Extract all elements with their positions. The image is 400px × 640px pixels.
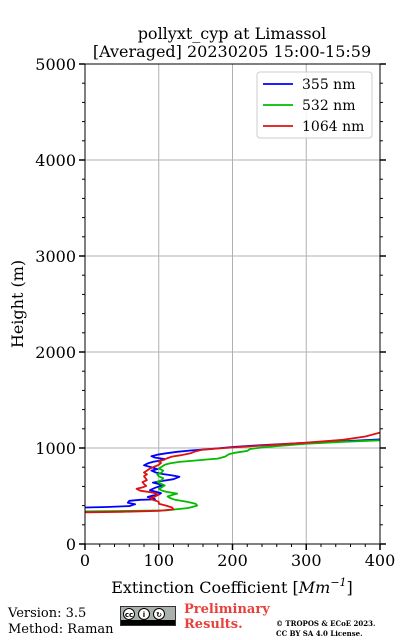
- preliminary-line2: Results.: [184, 617, 243, 632]
- x-axis-label-suffix: ]: [347, 578, 353, 597]
- copyright-line1: © TROPOS & ECoE 2023.: [276, 619, 376, 628]
- legend-label-1064-nm: 1064 nm: [302, 119, 364, 135]
- x-tick-label: 0: [80, 551, 90, 570]
- cc-license-badge: cc i ↻: [120, 606, 176, 626]
- series-lines: [85, 431, 380, 514]
- chart-title-line1: pollyxt_cyp at Limassol: [138, 24, 327, 43]
- legend-frame: [256, 71, 373, 139]
- by-person-icon: i: [138, 608, 150, 620]
- chart-title-line2: [Averaged] 20230205 15:00-15:59: [93, 42, 371, 61]
- x-tick-label: 200: [217, 551, 248, 570]
- legend-items: 355 nm 532 nm 1064 nm: [263, 77, 364, 135]
- y-axis-label: Height (m): [8, 260, 27, 348]
- y-tick-label: 2000: [35, 343, 76, 362]
- x-axis-label-prefix: Extinction Coefficient [: [111, 578, 299, 597]
- y-tick-label: 1000: [35, 439, 76, 458]
- x-tick-label: 300: [291, 551, 322, 570]
- version-text: Version: 3.5: [8, 606, 87, 621]
- cc-badge-icons: cc i ↻: [121, 607, 175, 621]
- method-text: Method: Raman: [8, 622, 114, 637]
- x-tick-label: 100: [143, 551, 174, 570]
- cc-badge-strip: [121, 620, 175, 625]
- legend-label-355-nm: 355 nm: [302, 77, 355, 93]
- x-axis-label-exponent: −1: [330, 576, 346, 589]
- sa-share-alike-icon: ↻: [153, 608, 165, 620]
- copyright-line2: CC BY SA 4.0 License.: [276, 629, 363, 638]
- x-axis-label-unit: Mm: [298, 578, 331, 597]
- preliminary-line1: Preliminary: [184, 602, 270, 617]
- series-line-532-nm: [85, 439, 380, 513]
- x-tick-label: 400: [365, 551, 396, 570]
- series-line-1064-nm: [85, 431, 380, 514]
- copyright-notice: © TROPOS & ECoE 2023. CC BY SA 4.0 Licen…: [276, 619, 375, 639]
- y-tick-label: 0: [66, 535, 76, 554]
- cc-logo-icon: cc: [123, 608, 135, 620]
- legend-label-532-nm: 532 nm: [302, 98, 355, 114]
- y-tick-label: 3000: [35, 247, 76, 266]
- y-tick-label: 4000: [35, 151, 76, 170]
- x-axis-label: Extinction Coefficient [Mm−1]: [111, 576, 353, 597]
- legend: 355 nm 532 nm 1064 nm: [256, 71, 373, 139]
- footer-info: Version: 3.5 Method: Raman: [8, 606, 114, 638]
- preliminary-results-notice: Preliminary Results.: [184, 602, 270, 632]
- y-tick-label: 5000: [35, 55, 76, 74]
- extinction-chart: pollyxt_cyp at Limassol [Averaged] 20230…: [8, 24, 395, 597]
- series-line-355-nm: [85, 438, 380, 509]
